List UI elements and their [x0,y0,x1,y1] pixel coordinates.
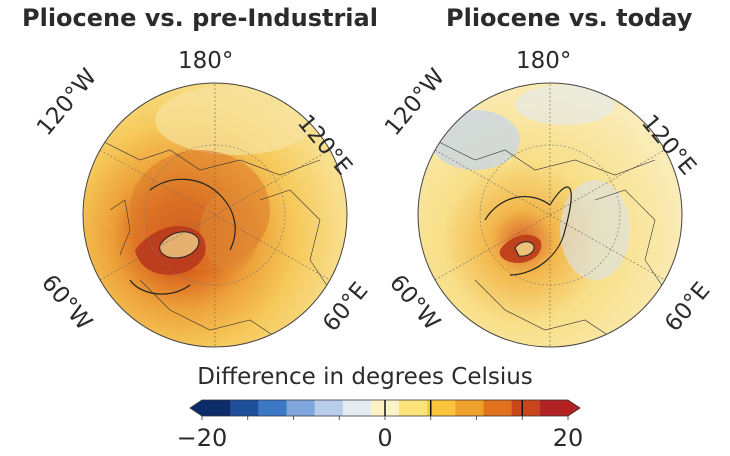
colorbar-segment [314,400,344,416]
colorbar-tick-label: −20 [176,424,228,452]
colorbar-tick-label: 20 [552,424,584,452]
map-pliocene-vs-preindustrial [82,82,348,348]
colorbar [189,399,581,420]
colorbar-title: Difference in degrees Celsius [197,364,533,390]
colorbar-segment [427,400,456,416]
lon-label-top-left-map: 180° [178,48,234,74]
colorbar-segment [539,400,569,416]
panel-title-left: Pliocene vs. pre-Industrial [22,4,378,32]
lon-label-top-right-map: 180° [516,48,572,74]
map-pliocene-vs-today [417,82,683,348]
colorbar-tick-label: 0 [377,424,393,452]
colorbar-segment [258,400,287,416]
colorbar-segment [483,400,513,416]
colorbar-segment [230,400,259,416]
colorbar-segment [455,400,485,416]
colorbar-segment [511,400,541,416]
colorbar-max-arrow [568,400,580,416]
colorbar-segment [286,400,316,416]
colorbar-segment [399,400,428,416]
colorbar-segment [202,400,231,416]
colorbar-min-arrow [190,400,202,416]
colorbar-segment [342,400,372,416]
panel-title-right: Pliocene vs. today [446,4,693,32]
